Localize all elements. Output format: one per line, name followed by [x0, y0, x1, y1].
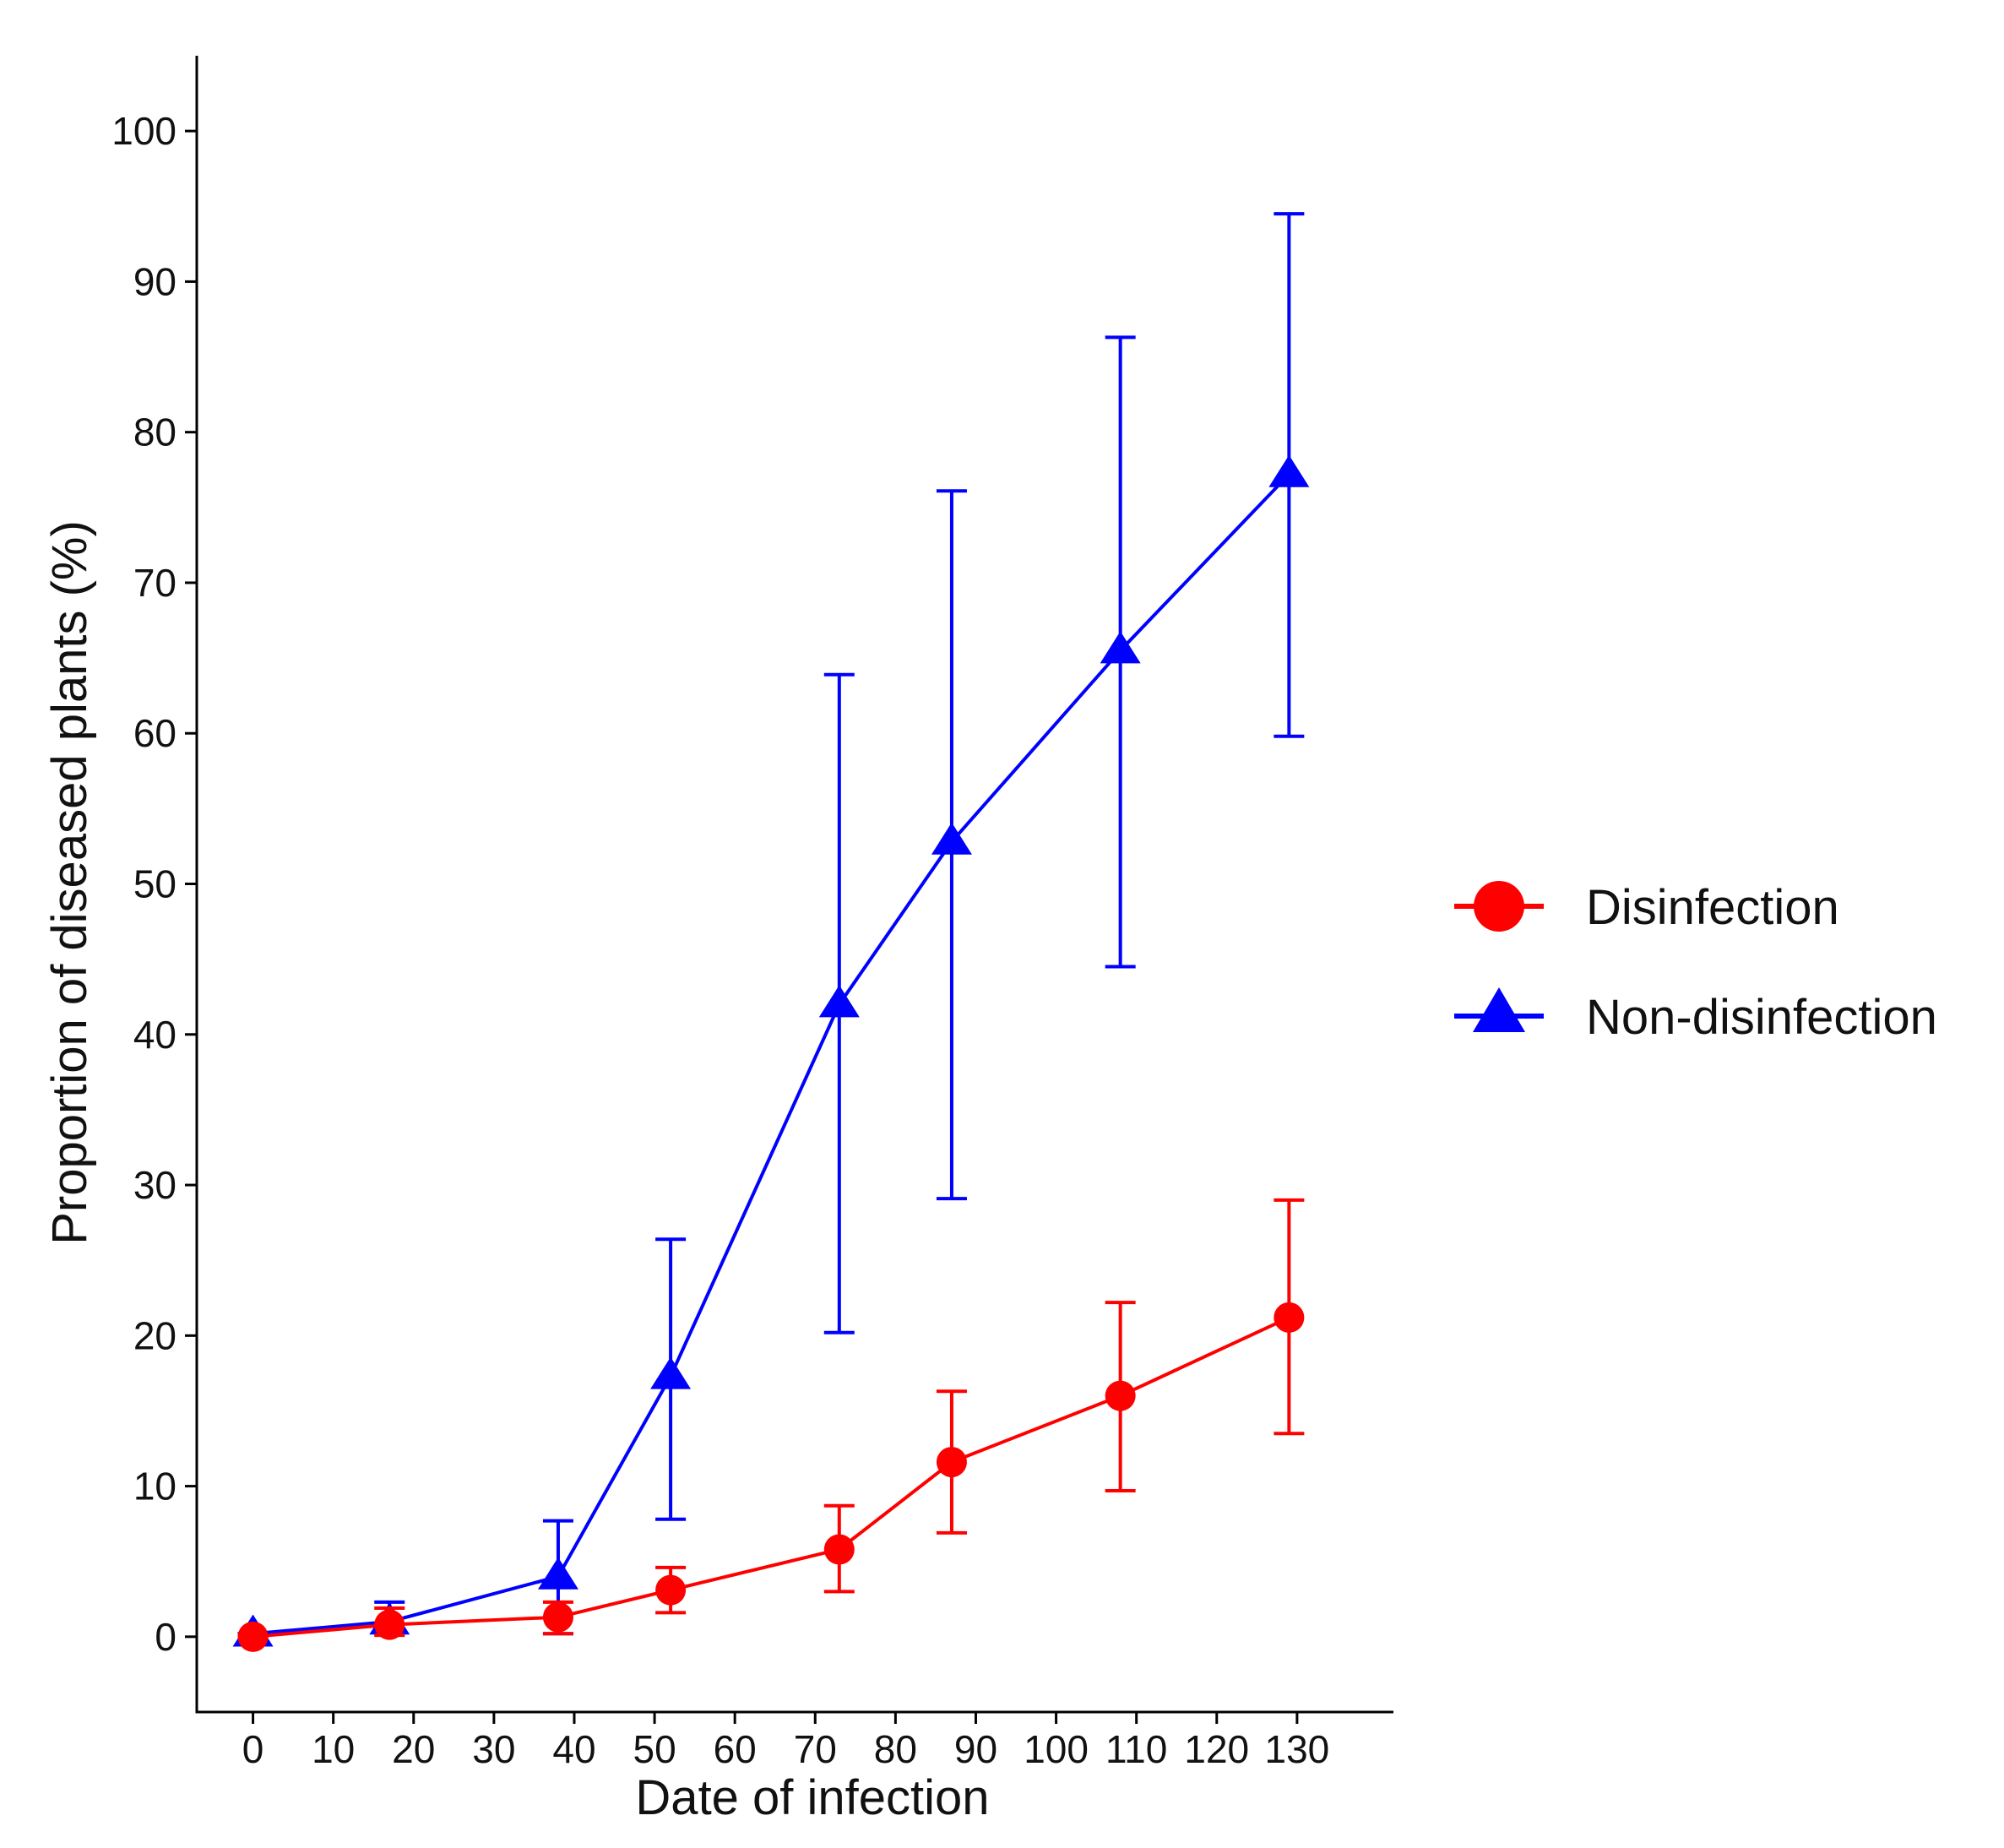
x-tick-label: 70	[794, 1727, 837, 1771]
y-tick-label: 60	[133, 711, 177, 755]
series-disinfection	[237, 1198, 1305, 1652]
data-point	[1100, 631, 1141, 664]
x-tick-label: 130	[1265, 1727, 1330, 1771]
x-tick-label: 90	[954, 1727, 997, 1771]
data-point	[1268, 454, 1310, 487]
data-point	[936, 1447, 967, 1478]
legend-item-disinfection: Disinfection	[1454, 880, 1839, 935]
y-tick-label: 50	[133, 862, 177, 906]
legend-label-non-disinfection: Non-disinfection	[1586, 990, 1937, 1045]
y-axis-ticks: 0 10 20 30 40 50 60 70 80 90 100	[111, 109, 197, 1659]
y-tick-label: 10	[133, 1465, 177, 1508]
y-tick-label: 40	[133, 1013, 177, 1057]
y-tick-label: 20	[133, 1313, 177, 1357]
plot-area	[232, 212, 1310, 1652]
x-tick-label: 0	[242, 1727, 264, 1771]
data-point	[650, 1356, 692, 1389]
data-point	[1274, 1302, 1305, 1333]
x-tick-label: 50	[633, 1727, 676, 1771]
x-tick-label: 60	[714, 1727, 757, 1771]
data-point	[655, 1574, 687, 1606]
legend: Disinfection Non-disinfection	[1454, 880, 1937, 1045]
x-axis-ticks: 0 10 20 30 40 50 60 70 80 90 100 110 120 130	[242, 1712, 1329, 1771]
data-point	[237, 1621, 269, 1652]
data-point	[537, 1557, 578, 1590]
x-tick-label: 20	[392, 1727, 435, 1771]
legend-marker-non-disinfection	[1473, 987, 1525, 1032]
x-tick-label: 10	[312, 1727, 355, 1771]
data-point	[931, 822, 972, 855]
data-point	[823, 1534, 855, 1565]
data-point	[1105, 1380, 1136, 1411]
x-tick-label: 110	[1105, 1727, 1167, 1771]
legend-marker-disinfection	[1474, 881, 1524, 932]
y-tick-label: 90	[133, 259, 177, 303]
series-line	[253, 1316, 1290, 1639]
data-point	[818, 985, 860, 1018]
y-tick-label: 70	[133, 561, 177, 605]
data-point	[542, 1601, 573, 1633]
y-tick-label: 0	[155, 1615, 177, 1659]
x-tick-label: 30	[472, 1727, 515, 1771]
y-tick-label: 30	[133, 1163, 177, 1207]
legend-item-non-disinfection: Non-disinfection	[1454, 987, 1937, 1045]
x-tick-label: 100	[1024, 1727, 1089, 1771]
legend-label-disinfection: Disinfection	[1586, 880, 1839, 935]
series-non-disinfection	[232, 212, 1310, 1647]
x-axis-title: Date of infection	[635, 1770, 989, 1825]
axes	[195, 56, 1393, 1714]
series-line	[253, 473, 1290, 1636]
y-axis-title: Proportion of diseased plants (%)	[42, 520, 97, 1245]
data-point	[374, 1609, 405, 1640]
y-tick-label: 100	[111, 109, 177, 153]
x-tick-label: 40	[552, 1727, 595, 1771]
x-tick-label: 80	[874, 1727, 917, 1771]
y-tick-label: 80	[133, 410, 177, 454]
x-tick-label: 120	[1184, 1727, 1249, 1771]
